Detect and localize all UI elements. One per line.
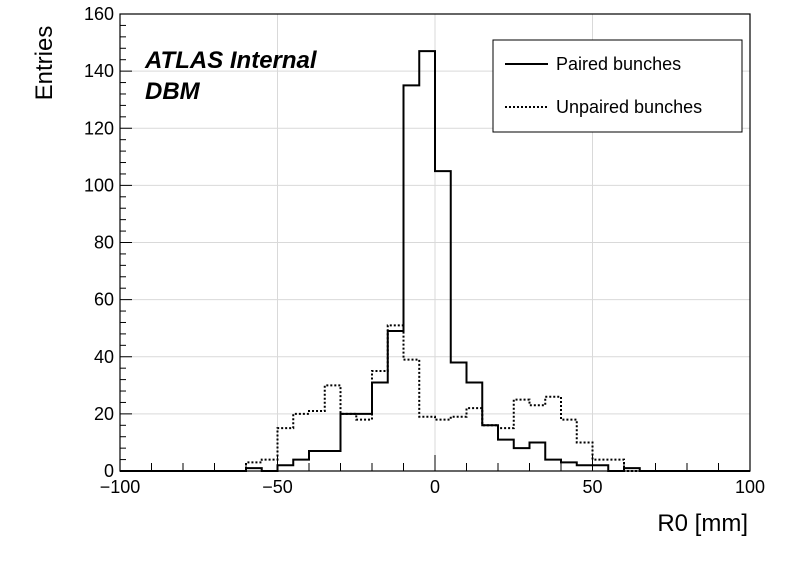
annotation-dbm: DBM [145,78,201,105]
bin-unpaired-bunches [577,442,593,471]
y-tick-label: 120 [84,118,114,138]
bin-unpaired-bunches [467,408,483,471]
bin-unpaired-bunches [593,460,609,471]
series-unpaired-bunches-outline [120,324,750,472]
bin-unpaired-bunches [498,428,514,471]
bin-unpaired-bunches [341,414,357,471]
y-tick-label: 140 [84,61,114,81]
legend-label-unpaired: Unpaired bunches [556,97,702,117]
x-axis-ticks: −100 −50 0 50 100 [100,455,765,497]
y-tick-label: 0 [104,461,114,481]
bin-unpaired-bunches [372,371,388,471]
bin-unpaired-bunches [278,428,294,471]
legend: Paired bunches Unpaired bunches [492,39,743,133]
annotation-atlas-internal: ATLAS Internal [144,47,318,74]
bin-unpaired-bunches [262,460,278,471]
bin-unpaired-bunches [435,420,451,471]
bin-unpaired-bunches [388,325,404,471]
bin-unpaired-bunches [545,397,561,471]
bin-unpaired-bunches [451,417,467,471]
y-axis-ticks: 0 20 40 60 80 100 120 140 160 [84,4,132,481]
bin-paired-bunches [419,51,435,471]
y-tick-label: 100 [84,175,114,195]
bin-unpaired-bunches [404,360,420,471]
bin-unpaired-bunches [325,385,341,471]
x-tick-label: −100 [100,477,141,497]
x-axis-label: R0 [mm] [657,510,748,537]
bin-unpaired-bunches [608,460,624,471]
x-tick-label: 100 [735,477,765,497]
y-tick-label: 80 [94,233,114,253]
bin-unpaired-bunches [246,462,262,471]
bin-unpaired-bunches [561,420,577,471]
y-tick-label: 40 [94,347,114,367]
bin-unpaired-bunches [419,417,435,471]
y-axis-label: Entries [31,26,58,101]
bin-unpaired-bunches [514,400,530,471]
x-tick-label: −50 [262,477,293,497]
bin-unpaired-bunches [356,420,372,471]
x-tick-label: 50 [582,477,602,497]
legend-box [492,39,743,133]
legend-label-paired: Paired bunches [556,54,681,74]
y-tick-label: 20 [94,404,114,424]
y-tick-label: 160 [84,4,114,24]
bin-unpaired-bunches [309,411,325,471]
bin-unpaired-bunches [530,405,546,471]
bin-unpaired-bunches [293,414,309,471]
x-tick-label: 0 [430,477,440,497]
bin-unpaired-bunches [482,425,498,471]
y-tick-label: 60 [94,290,114,310]
